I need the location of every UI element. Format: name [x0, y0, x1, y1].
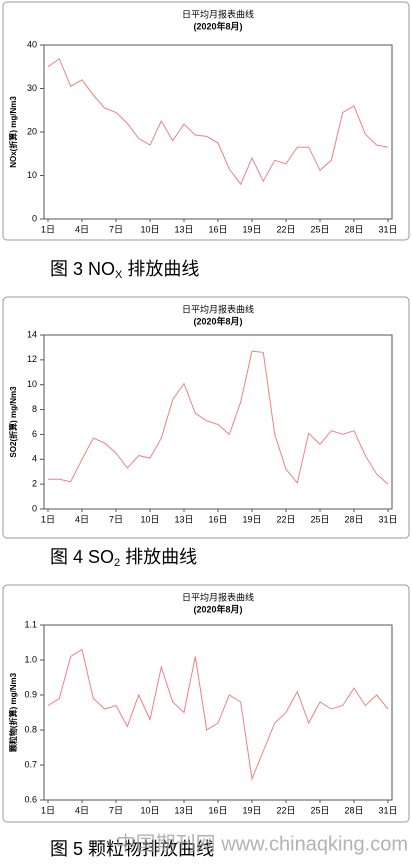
chart-subtitle: (2020年8月): [193, 20, 242, 31]
x-tick-label: 4日: [75, 805, 89, 815]
x-tick-label: 19日: [242, 224, 261, 234]
caption-text: 图 4 SO: [50, 547, 114, 567]
x-tick-label: 1日: [41, 514, 55, 524]
y-tick-label: 0.8: [24, 724, 37, 734]
data-line: [48, 350, 389, 485]
x-tick-label: 28日: [344, 224, 363, 234]
chart-frame: [2, 584, 410, 823]
chart-frame: [2, 1, 410, 241]
data-line: [47, 648, 389, 781]
x-tick-label: 19日: [242, 514, 261, 524]
x-tick-label: 13日: [174, 805, 193, 815]
y-tick-label: 0: [32, 503, 37, 513]
x-tick-label: 22日: [276, 224, 295, 234]
x-tick-label: 22日: [276, 514, 295, 524]
y-tick-label: 12: [27, 354, 37, 364]
y-tick-label: 10: [27, 170, 37, 180]
x-tick-label: 7日: [109, 805, 123, 815]
watermark: 中国期刊网 www.chinaqking.com: [116, 832, 408, 855]
x-tick-label: 16日: [208, 224, 227, 234]
x-tick-label: 10日: [140, 805, 159, 815]
x-tick-label: 10日: [140, 224, 159, 234]
plot-area: [43, 334, 393, 510]
x-tick-label: 1日: [41, 805, 55, 815]
x-tick-label: 13日: [174, 514, 193, 524]
y-tick-label: 8: [32, 404, 37, 414]
x-tick-label: 25日: [310, 224, 329, 234]
chart-subtitle: (2020年8月): [193, 315, 242, 326]
chart-title: 日平均月报表曲线: [182, 591, 254, 602]
y-tick-label: 0.9: [24, 689, 37, 699]
caption-text: 图 5 颗粒物排放曲线: [50, 839, 214, 859]
x-tick-label: 7日: [109, 514, 123, 524]
y-tick-label: 1.1: [24, 619, 37, 629]
y-tick-label: 20: [27, 126, 37, 136]
chart-title: 日平均月报表曲线: [182, 303, 254, 314]
x-tick-label: 1日: [41, 224, 55, 234]
y-tick-label: 0.6: [24, 794, 37, 804]
x-tick-label: 28日: [344, 514, 363, 524]
y-tick-label: 10: [27, 379, 37, 389]
y-axis-label: 颗粒物(折算) mg/Nm3: [8, 672, 18, 752]
caption: 图 3 NOX 排放曲线: [50, 259, 199, 281]
chart-title: 日平均月报表曲线: [182, 8, 254, 19]
caption: 图 5 颗粒物排放曲线: [50, 839, 214, 859]
data-line: [47, 58, 389, 186]
x-tick-label: 19日: [242, 805, 261, 815]
y-tick-label: 0.7: [24, 759, 37, 769]
x-tick-label: 4日: [75, 514, 89, 524]
x-tick-label: 10日: [140, 514, 159, 524]
x-tick-label: 16日: [208, 805, 227, 815]
x-tick-label: 16日: [208, 514, 227, 524]
plot-area: [43, 624, 393, 801]
plot-area: [43, 44, 393, 220]
y-tick-label: 14: [27, 329, 37, 339]
y-tick-label: 4: [32, 454, 37, 464]
chart-frame: [2, 296, 410, 539]
x-tick-label: 25日: [310, 514, 329, 524]
y-tick-label: 30: [27, 83, 37, 93]
x-tick-label: 7日: [109, 224, 123, 234]
caption: 图 4 SO2 排放曲线: [50, 547, 197, 569]
caption-subscript: 2: [114, 557, 120, 569]
caption-subscript: X: [115, 269, 123, 281]
caption-text: 排放曲线: [120, 547, 197, 567]
y-tick-label: 1.0: [24, 654, 37, 664]
y-tick-label: 2: [32, 479, 37, 489]
y-tick-label: 0: [32, 213, 37, 223]
caption-text: 排放曲线: [122, 259, 199, 279]
x-tick-label: 4日: [75, 224, 89, 234]
x-tick-label: 22日: [276, 805, 295, 815]
chart-subtitle: (2020年8月): [193, 603, 242, 614]
x-tick-label: 31日: [378, 805, 397, 815]
y-tick-label: 6: [32, 429, 37, 439]
y-axis-label: NOx(折算) mg/Nm3: [8, 96, 18, 168]
y-tick-label: 40: [27, 39, 37, 49]
x-tick-label: 31日: [378, 224, 397, 234]
x-tick-label: 31日: [378, 514, 397, 524]
x-tick-label: 28日: [344, 805, 363, 815]
caption-text: 图 3 NO: [50, 259, 115, 279]
x-tick-label: 13日: [174, 224, 193, 234]
y-axis-label: SO2(折算) mg/Nm3: [8, 386, 18, 458]
x-tick-label: 25日: [310, 805, 329, 815]
